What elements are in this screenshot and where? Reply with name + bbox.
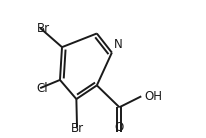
Text: Br: Br [37, 22, 50, 34]
Text: O: O [115, 121, 124, 134]
Text: Cl: Cl [37, 82, 48, 95]
Text: N: N [114, 38, 123, 51]
Text: Br: Br [70, 122, 84, 135]
Text: OH: OH [144, 90, 162, 103]
